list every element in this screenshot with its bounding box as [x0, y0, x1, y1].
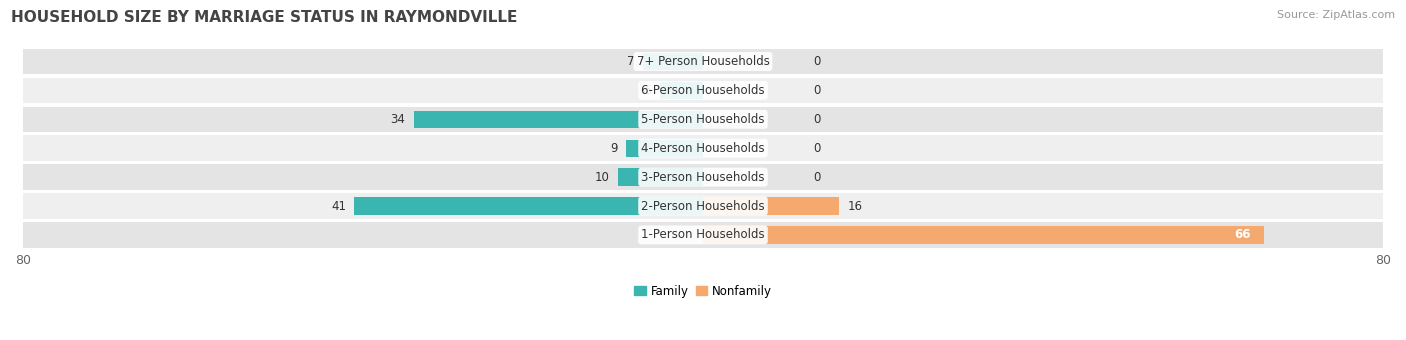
Bar	[413, 110, 703, 128]
Text: 4-Person Households: 4-Person Households	[641, 142, 765, 155]
Bar	[22, 49, 1384, 74]
Bar	[22, 106, 1384, 132]
Text: 10: 10	[595, 171, 609, 184]
Text: 1-Person Households: 1-Person Households	[641, 228, 765, 241]
Text: 34: 34	[391, 113, 405, 126]
Text: 2-Person Households: 2-Person Households	[641, 200, 765, 212]
Text: 9: 9	[610, 142, 619, 155]
Bar	[22, 222, 1384, 248]
Text: 0: 0	[814, 84, 821, 97]
Text: 16: 16	[848, 200, 862, 212]
Legend: Family, Nonfamily: Family, Nonfamily	[630, 280, 776, 302]
Bar	[627, 139, 703, 157]
Text: 0: 0	[814, 55, 821, 68]
Bar	[354, 197, 703, 215]
Bar	[22, 193, 1384, 219]
Bar	[22, 135, 1384, 161]
Text: 3-Person Households: 3-Person Households	[641, 171, 765, 184]
Text: 41: 41	[330, 200, 346, 212]
Bar	[619, 168, 703, 186]
Text: 6-Person Households: 6-Person Households	[641, 84, 765, 97]
Text: Source: ZipAtlas.com: Source: ZipAtlas.com	[1277, 10, 1395, 20]
Bar	[644, 53, 703, 70]
Text: 0: 0	[814, 142, 821, 155]
Bar	[22, 78, 1384, 103]
Text: 0: 0	[814, 171, 821, 184]
Text: HOUSEHOLD SIZE BY MARRIAGE STATUS IN RAYMONDVILLE: HOUSEHOLD SIZE BY MARRIAGE STATUS IN RAY…	[11, 10, 517, 25]
Text: 5-Person Households: 5-Person Households	[641, 113, 765, 126]
Text: 5: 5	[644, 84, 652, 97]
Text: 66: 66	[1234, 228, 1251, 241]
Bar	[22, 164, 1384, 190]
Text: 0: 0	[814, 113, 821, 126]
Bar	[703, 197, 839, 215]
Bar	[703, 226, 1264, 243]
Bar	[661, 82, 703, 99]
Text: 7: 7	[627, 55, 636, 68]
Text: 7+ Person Households: 7+ Person Households	[637, 55, 769, 68]
